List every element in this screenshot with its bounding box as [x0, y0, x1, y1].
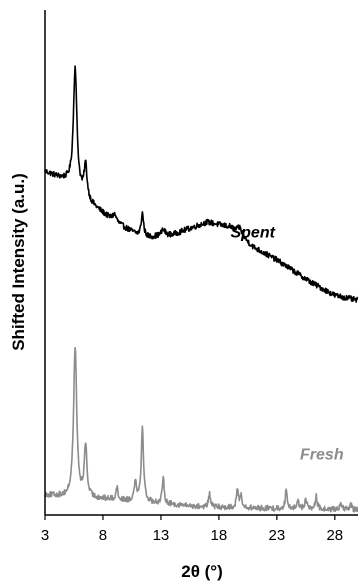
x-tick-label: 23: [269, 527, 286, 544]
x-tick-label: 13: [153, 527, 170, 544]
x-ticks: 3 8 13 18 23 28: [41, 515, 343, 544]
series-label-fresh: Fresh: [300, 446, 344, 463]
x-tick-label: 18: [211, 527, 228, 544]
x-tick-label: 8: [99, 527, 107, 544]
x-axis-title: 2θ (°): [181, 562, 223, 581]
series-line-spent: [44, 65, 358, 303]
series-label-spent: Spent: [230, 224, 275, 241]
x-tick-label: 28: [326, 527, 343, 544]
x-tick-label: 3: [41, 527, 49, 544]
series-line-fresh: [44, 346, 358, 513]
y-axis-title: Shifted Intensity (a.u.): [9, 173, 28, 351]
trace-layer: [44, 65, 358, 513]
series-labels: Spent Fresh: [230, 224, 343, 463]
axes: [44, 10, 358, 516]
